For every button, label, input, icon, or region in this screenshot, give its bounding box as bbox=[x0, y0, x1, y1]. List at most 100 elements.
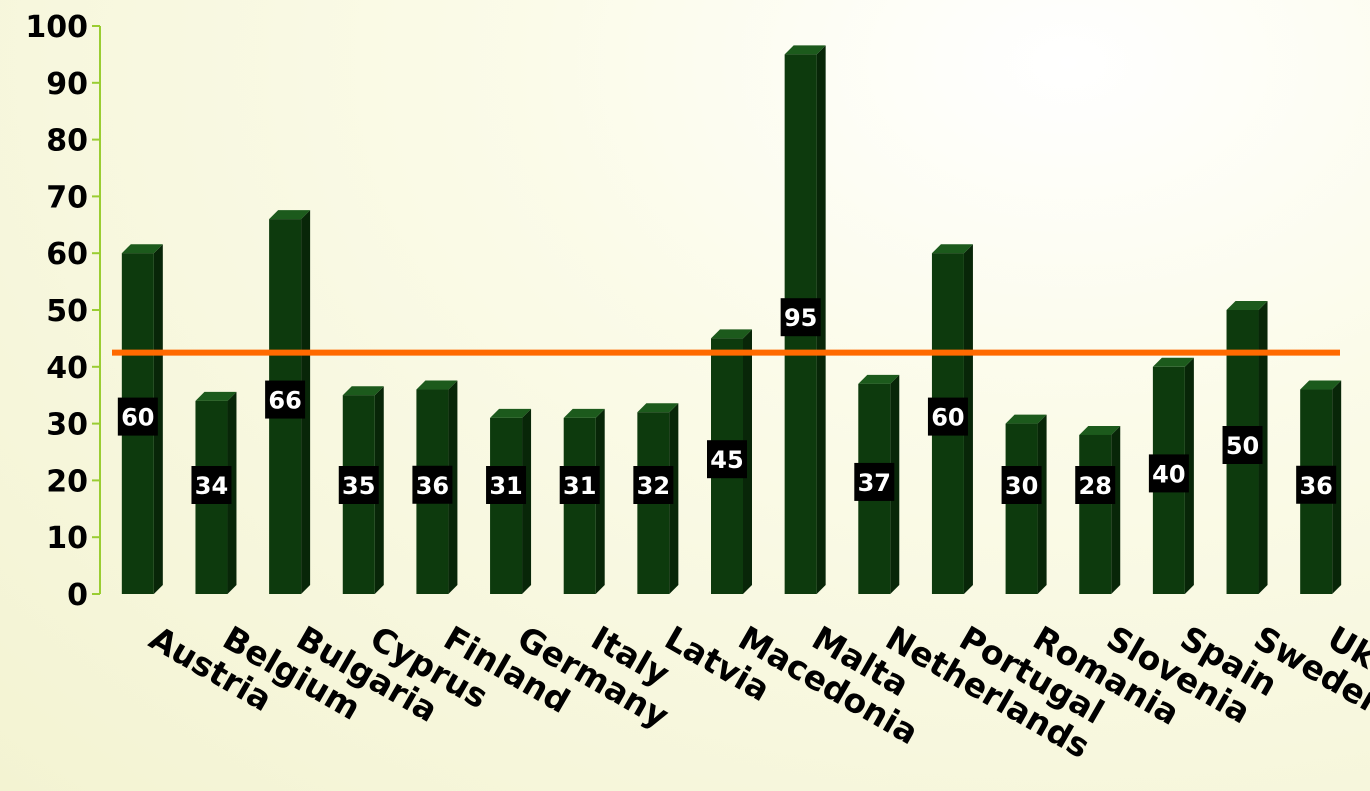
data-label: 31 bbox=[486, 466, 527, 504]
data-label-text: 95 bbox=[784, 304, 817, 332]
bar-front bbox=[1005, 423, 1038, 594]
y-tick-label: 10 bbox=[46, 521, 88, 556]
bar bbox=[1079, 425, 1121, 594]
bar-side bbox=[301, 210, 311, 594]
data-label: 60 bbox=[117, 397, 158, 436]
bar-front bbox=[490, 417, 523, 594]
data-label: 40 bbox=[1148, 454, 1189, 493]
y-tick-label: 20 bbox=[46, 464, 88, 499]
x-axis-labels: AustriaBelgiumBulgariaCyprusFinlandGerma… bbox=[143, 618, 1370, 766]
data-label-box bbox=[1296, 465, 1337, 504]
bar-side bbox=[448, 380, 458, 594]
bar-top bbox=[1079, 425, 1121, 435]
bar-side bbox=[595, 408, 605, 594]
data-label-text: 36 bbox=[416, 472, 449, 500]
y-tick-label: 30 bbox=[46, 408, 88, 443]
y-axis: 0 10 20 30 40 50 60 70 80 90 100 bbox=[25, 10, 101, 613]
y-tick-label: 50 bbox=[46, 294, 88, 329]
data-label-text: 30 bbox=[1005, 472, 1038, 500]
bar-top bbox=[637, 403, 679, 413]
data-label-box bbox=[486, 466, 527, 504]
bar-side bbox=[1037, 414, 1047, 594]
bar-top bbox=[1226, 301, 1268, 310]
bar-top bbox=[416, 380, 458, 390]
data-label-text: 31 bbox=[563, 472, 596, 500]
data-label-text: 66 bbox=[268, 387, 301, 415]
bar-top bbox=[121, 244, 163, 254]
bar-side bbox=[522, 408, 532, 594]
data-label-box bbox=[633, 466, 674, 504]
data-label-box bbox=[559, 466, 600, 504]
bar bbox=[563, 408, 605, 594]
bar-front bbox=[1079, 434, 1112, 594]
bar-side bbox=[1258, 301, 1268, 594]
y-tick-label: 40 bbox=[46, 351, 88, 386]
bar-side bbox=[1184, 357, 1194, 594]
data-label: 32 bbox=[633, 466, 674, 504]
y-tick-label: 60 bbox=[46, 237, 88, 272]
data-label: 35 bbox=[338, 466, 379, 504]
data-label-box bbox=[191, 466, 232, 504]
y-tick-label: 0 bbox=[67, 578, 88, 613]
data-label: 45 bbox=[707, 440, 747, 479]
bar-top bbox=[1152, 357, 1194, 367]
bar-top bbox=[784, 45, 826, 55]
bar-side bbox=[963, 244, 973, 594]
bar-top bbox=[1300, 380, 1342, 390]
bar bbox=[121, 244, 163, 594]
bar-side bbox=[1111, 425, 1121, 594]
data-label: 36 bbox=[1296, 465, 1337, 504]
y-tick-label: 100 bbox=[25, 10, 88, 45]
y-tick-label: 80 bbox=[46, 124, 88, 159]
data-label-text: 35 bbox=[342, 472, 375, 500]
data-label-box bbox=[1222, 426, 1263, 464]
data-label: 37 bbox=[854, 462, 895, 501]
data-label-text: 50 bbox=[1226, 432, 1259, 460]
bar-top bbox=[711, 329, 752, 339]
data-label-text: 31 bbox=[489, 472, 522, 500]
bar-top bbox=[490, 408, 532, 418]
bar-side bbox=[1332, 380, 1342, 594]
data-label: 66 bbox=[265, 380, 306, 419]
bar-top bbox=[931, 244, 973, 254]
data-label-box bbox=[1001, 466, 1042, 504]
bar-side bbox=[669, 403, 679, 594]
data-label-box bbox=[265, 380, 306, 419]
bar-side bbox=[153, 244, 163, 594]
data-label-box bbox=[780, 298, 821, 337]
data-label-text: 28 bbox=[1079, 472, 1112, 500]
bar-side bbox=[816, 45, 826, 594]
data-label: 34 bbox=[191, 466, 232, 504]
bar-top bbox=[342, 386, 384, 396]
data-label: 95 bbox=[780, 298, 821, 337]
data-label-box bbox=[854, 462, 895, 501]
data-label-text: 37 bbox=[858, 469, 891, 497]
data-label: 28 bbox=[1075, 466, 1116, 504]
data-label-text: 34 bbox=[195, 472, 228, 500]
bar-side bbox=[227, 391, 237, 594]
bar-top bbox=[1005, 414, 1047, 424]
data-label-text: 32 bbox=[637, 472, 670, 500]
bars bbox=[121, 45, 1342, 594]
data-label: 50 bbox=[1222, 426, 1263, 464]
data-label: 30 bbox=[1001, 466, 1042, 504]
data-label: 60 bbox=[927, 397, 968, 436]
y-tick-label: 70 bbox=[46, 180, 88, 215]
bar-side bbox=[890, 374, 900, 594]
bar bbox=[1005, 414, 1047, 594]
data-label-box bbox=[1075, 466, 1116, 504]
data-labels: 60 34 66 35 36 31 31 32 45 95 37 60 30 28 40 50 36 bbox=[117, 298, 1337, 504]
data-label-box bbox=[412, 465, 453, 504]
data-label-text: 40 bbox=[1152, 460, 1185, 488]
bar-top bbox=[563, 408, 605, 418]
data-label-text: 36 bbox=[1299, 472, 1332, 500]
bar-top bbox=[269, 210, 311, 220]
data-label-box bbox=[338, 466, 379, 504]
bar-top bbox=[195, 391, 237, 401]
data-label: 31 bbox=[559, 466, 600, 504]
data-label: 36 bbox=[412, 465, 453, 504]
data-label-text: 60 bbox=[121, 404, 154, 432]
data-label-box bbox=[927, 397, 968, 436]
bar-front bbox=[563, 417, 596, 594]
